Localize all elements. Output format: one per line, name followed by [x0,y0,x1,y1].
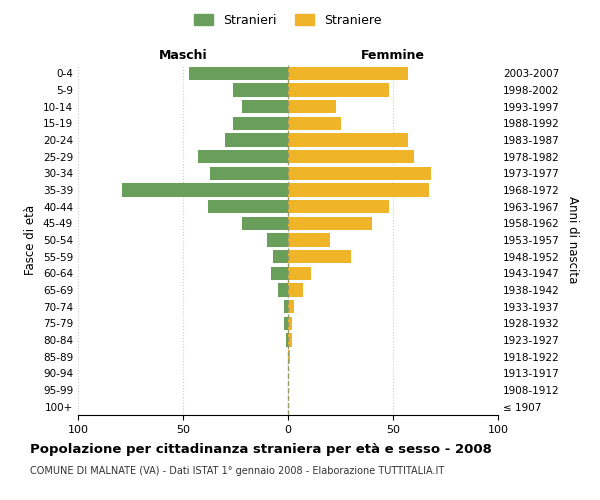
Bar [288,116,341,130]
Bar [288,66,408,80]
Bar [271,266,288,280]
Bar [198,150,288,164]
Bar [284,300,288,314]
Bar [288,216,372,230]
Bar [277,284,288,296]
Bar [288,266,311,280]
Bar [242,100,288,114]
Text: COMUNE DI MALNATE (VA) - Dati ISTAT 1° gennaio 2008 - Elaborazione TUTTITALIA.IT: COMUNE DI MALNATE (VA) - Dati ISTAT 1° g… [30,466,444,476]
Text: Maschi: Maschi [158,48,208,62]
Legend: Stranieri, Straniere: Stranieri, Straniere [190,8,386,32]
Bar [210,166,288,180]
Bar [288,334,292,346]
Bar [288,150,414,164]
Bar [267,234,288,246]
Bar [225,134,288,146]
Text: Femmine: Femmine [361,48,425,62]
Y-axis label: Fasce di età: Fasce di età [25,205,37,275]
Bar [286,334,288,346]
Bar [288,84,389,96]
Bar [122,184,288,196]
Bar [284,316,288,330]
Bar [288,350,290,364]
Bar [288,234,330,246]
Bar [274,250,288,264]
Bar [288,134,408,146]
Bar [288,284,303,296]
Bar [242,216,288,230]
Bar [288,300,295,314]
Bar [233,116,288,130]
Bar [288,316,292,330]
Bar [288,184,429,196]
Bar [288,200,389,213]
Bar [288,166,431,180]
Bar [208,200,288,213]
Y-axis label: Anni di nascita: Anni di nascita [566,196,579,284]
Bar [233,84,288,96]
Text: Popolazione per cittadinanza straniera per età e sesso - 2008: Popolazione per cittadinanza straniera p… [30,442,492,456]
Bar [189,66,288,80]
Bar [288,250,351,264]
Bar [288,100,337,114]
